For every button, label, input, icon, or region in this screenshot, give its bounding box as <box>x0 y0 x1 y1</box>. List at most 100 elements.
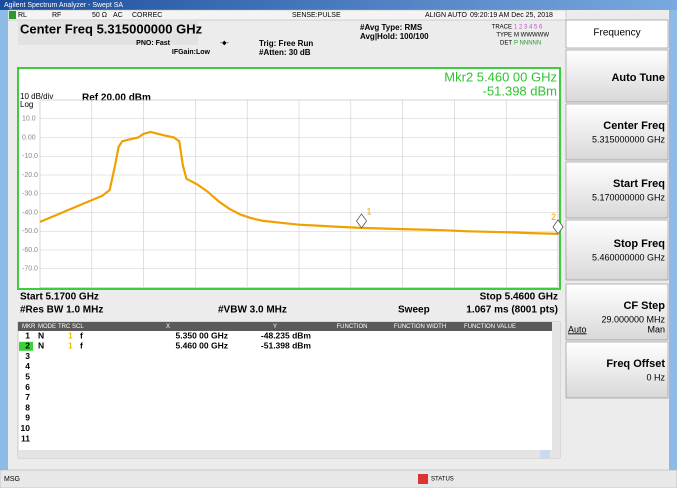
marker-freq: Mkr2 5.460 00 GHz <box>444 69 557 84</box>
softkey-value: 5.170000000 GHz <box>592 192 666 202</box>
table-cell: f <box>80 341 83 351</box>
sweep-value: 1.067 ms (8001 pts) <box>466 305 558 316</box>
status-item: 50 Ω <box>92 12 107 19</box>
det-value: P NNNNN <box>514 41 541 47</box>
status-item: AC <box>113 12 123 19</box>
y-tick-label: -10.0 <box>22 153 38 160</box>
softkey-label: Start Freq <box>613 178 665 190</box>
trace <box>39 130 559 235</box>
y-tick-label: -50.0 <box>22 228 38 235</box>
column-header: FUNCTION <box>337 324 368 330</box>
y-tick-label: -60.0 <box>22 247 38 254</box>
column-header: TRC <box>58 324 71 330</box>
softkey[interactable] <box>565 103 669 161</box>
status-icon <box>9 11 16 19</box>
marker-table <box>17 321 561 459</box>
softkey[interactable] <box>565 161 669 219</box>
type-value: M WWWWW <box>514 33 549 39</box>
softkey[interactable] <box>565 49 669 103</box>
pno: PNO: Fast <box>136 40 171 47</box>
table-cell: 3 <box>25 351 30 361</box>
avg-hold: Avg|Hold: 100/100 <box>360 32 429 41</box>
vbw: #VBW 3.0 MHz <box>218 305 287 316</box>
y-tick-label: 10.0 <box>22 116 36 123</box>
type-label: TYPE <box>496 33 512 39</box>
status-item: RF <box>52 12 61 19</box>
ref-level: Ref 20.00 dBm <box>82 93 151 104</box>
scroll-right[interactable] <box>540 450 550 458</box>
h-scrollbar[interactable] <box>18 450 552 458</box>
table-cell: 7 <box>25 392 30 402</box>
marker <box>552 219 564 235</box>
msg: MSG <box>4 476 20 483</box>
table-header <box>18 322 552 331</box>
graph-frame <box>17 67 561 290</box>
marker-level: -51.398 dBm <box>483 83 557 98</box>
table-cell: 6 <box>25 382 30 392</box>
start-freq: Start 5.1700 GHz <box>20 292 99 303</box>
y-tick-label: -40.0 <box>22 209 38 216</box>
center-freq: Center Freq 5.315000000 GHz <box>20 21 203 36</box>
trace-digits: 1 2 3 4 5 6 <box>514 25 543 31</box>
scale: 10 dB/div <box>20 92 53 101</box>
table-cell: 1 <box>68 330 73 340</box>
table-cell: 11 <box>21 433 30 443</box>
status-bar <box>7 9 567 21</box>
y-tick-label: 0.00 <box>22 134 36 141</box>
softkey-label: CF Step <box>623 300 665 312</box>
table-cell: 5.350 00 GHz <box>176 330 228 340</box>
y-tick-label: -30.0 <box>22 191 38 198</box>
avg-type: #Avg Type: RMS <box>360 23 423 32</box>
table-cell: 8 <box>25 402 30 412</box>
column-header: FUNCTION WIDTH <box>394 324 446 330</box>
softkey-option: Auto <box>568 324 587 334</box>
pno-arrow: -◆- <box>220 41 229 47</box>
softkey[interactable] <box>565 283 669 341</box>
table-cell: f <box>80 330 83 340</box>
table-cell: N <box>38 341 44 351</box>
status-item: SENSE:PULSE <box>292 12 341 19</box>
softkey-label: Auto Tune <box>611 72 665 84</box>
status: STATUS <box>431 477 454 483</box>
atten: #Atten: 30 dB <box>259 48 311 57</box>
table-cell: 1 <box>25 330 30 340</box>
log: Log <box>20 100 33 109</box>
table-cell: 1 <box>68 341 73 351</box>
table-cell: -48.235 dBm <box>261 330 312 340</box>
status-item: CORREC <box>132 12 162 19</box>
v-scrollbar[interactable] <box>552 322 560 458</box>
softkey-value: 5.315000000 GHz <box>592 134 666 144</box>
softkey-title: Frequency <box>593 28 640 39</box>
marker-label: 2 <box>551 212 556 222</box>
softkey-option: Man <box>647 324 665 334</box>
res-bw: #Res BW 1.0 MHz <box>20 305 103 316</box>
window-title: Agilent Spectrum Analyzer - Swept SA <box>4 2 123 9</box>
softkey <box>565 19 669 49</box>
softkey-label: Center Freq <box>603 120 665 132</box>
softkey-value: 5.460000000 GHz <box>592 252 666 262</box>
column-header: FUNCTION VALUE <box>464 324 516 330</box>
softkey[interactable] <box>565 219 669 281</box>
status-item: 09:20:19 AM Dec 25, 2018 <box>470 12 553 19</box>
column-header: SCL <box>72 324 84 330</box>
stop-freq: Stop 5.4600 GHz <box>480 292 558 303</box>
status-item: RL <box>18 12 27 19</box>
y-tick-label: -70.0 <box>22 266 38 273</box>
column-header: Y <box>273 324 277 330</box>
softkey-value: 0 Hz <box>646 372 665 382</box>
ifgain: IFGain:Low <box>172 49 211 56</box>
softkey-label: Stop Freq <box>614 238 665 250</box>
table-cell: 5.460 00 GHz <box>176 341 228 351</box>
title-bar <box>0 0 677 10</box>
table-cell: -51.398 dBm <box>261 341 312 351</box>
trace-label: TRACE <box>492 25 512 31</box>
status-icon <box>418 474 428 484</box>
column-header: MODE <box>38 324 56 330</box>
softkey[interactable] <box>565 341 669 399</box>
sweep-label: Sweep <box>398 305 430 316</box>
table-cell: 2 <box>25 341 30 351</box>
det-label: DET <box>500 41 512 47</box>
message-bar <box>0 469 677 488</box>
y-tick-label: -20.0 <box>22 172 38 179</box>
